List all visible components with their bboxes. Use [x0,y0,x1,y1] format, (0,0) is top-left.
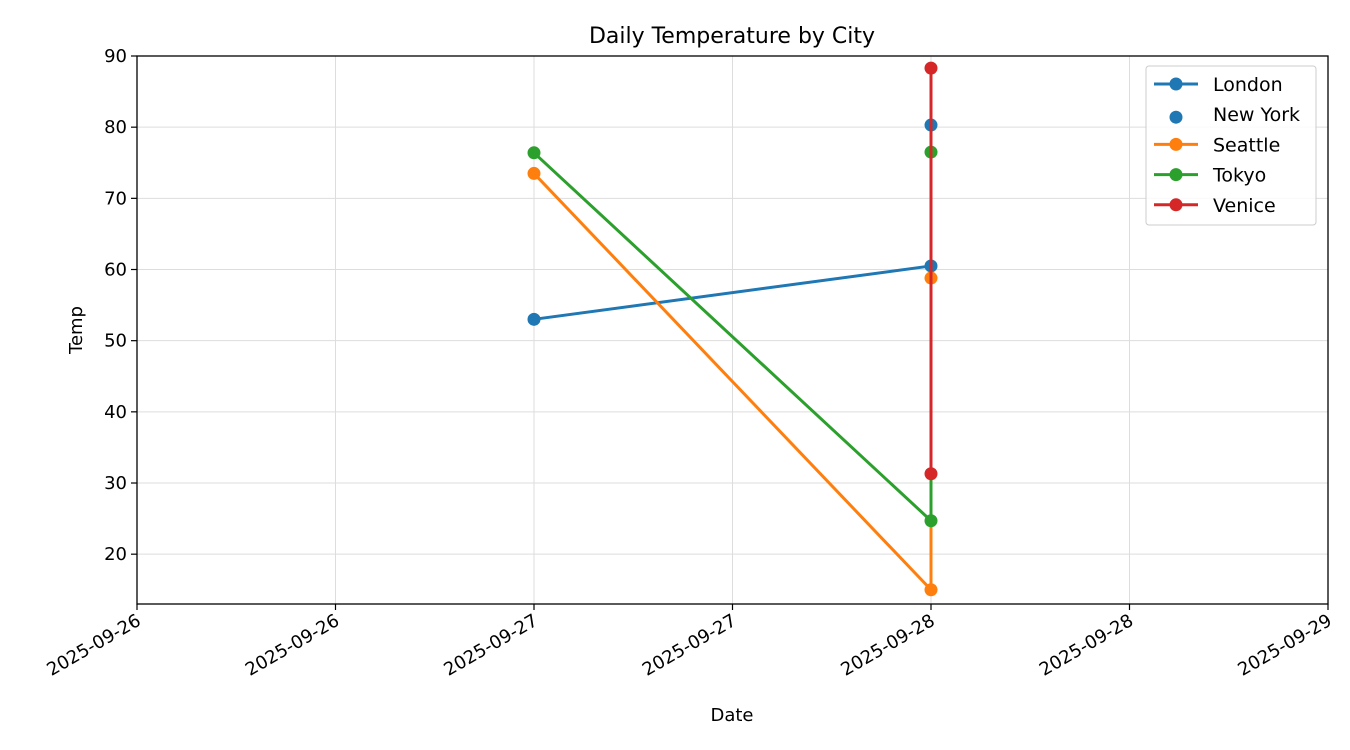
series-layer [527,61,938,597]
data-point-venice [924,467,938,481]
legend-item: Tokyo [1154,165,1266,187]
y-axis: 20 30 40 50 60 70 80 90 [104,46,137,565]
legend-label: New York [1213,104,1300,126]
y-tick-label: 40 [104,402,127,423]
legend-item: New York [1169,104,1300,126]
legend-label: Tokyo [1212,165,1266,187]
legend-label: London [1213,74,1283,96]
legend: London New York Seattle Tokyo Venice [1145,65,1317,226]
data-point-seattle [527,166,541,180]
data-point-venice [924,61,938,75]
x-axis-label: Date [710,705,753,726]
legend-item: Seattle [1154,134,1280,156]
y-tick-label: 90 [104,46,127,67]
legend-item: Venice [1154,195,1276,217]
y-tick-label: 70 [104,188,127,209]
y-tick-label: 80 [104,117,127,138]
data-point-seattle [924,583,938,597]
legend-label: Venice [1213,195,1276,217]
legend-item: London [1154,74,1283,96]
data-point-tokyo [527,146,541,160]
series-london [527,259,938,326]
legend-marker [1169,77,1183,91]
legend-marker [1169,110,1183,124]
y-tick-label: 20 [104,544,127,565]
legend-marker [1169,198,1183,212]
y-tick-label: 50 [104,331,127,352]
legend-label: Seattle [1213,134,1280,156]
legend-marker [1169,137,1183,151]
y-tick-label: 60 [104,260,127,281]
series-venice [924,61,938,481]
legend-marker [1169,168,1183,182]
data-point-tokyo [924,514,938,528]
y-tick-label: 30 [104,473,127,494]
y-axis-label: Temp [66,306,87,355]
series-line-london [532,264,933,321]
legend-box [1145,65,1317,226]
data-point-london [527,312,541,326]
chart-title: Daily Temperature by City [589,24,875,49]
